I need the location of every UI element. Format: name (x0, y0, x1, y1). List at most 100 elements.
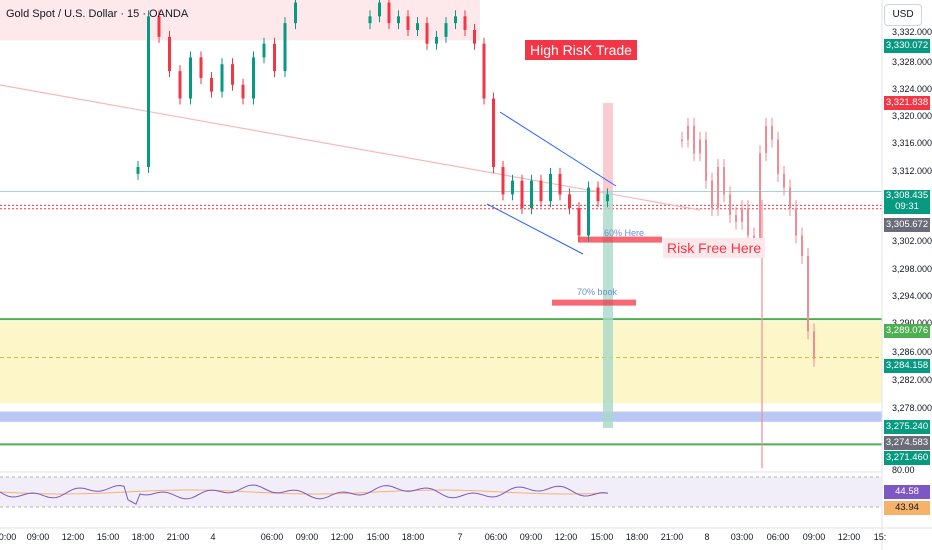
price-tick: 3,298.000 (892, 264, 932, 274)
sixty-target-bar (578, 236, 662, 243)
candle (147, 16, 150, 167)
candle (397, 16, 400, 24)
demand-zone (0, 321, 882, 404)
faded-candle (681, 139, 683, 142)
channel-lower (486, 203, 584, 255)
faded-candle (729, 194, 731, 215)
faded-candle (717, 167, 719, 209)
candle (473, 30, 476, 44)
candle (444, 23, 448, 37)
candle (596, 187, 600, 202)
price-tick: 3,328.000 (892, 57, 932, 67)
blue-zone (0, 411, 882, 422)
faded-candle (765, 125, 767, 154)
time-tick: 4 (210, 532, 216, 542)
price-tick: 3,286.000 (892, 347, 932, 357)
price-tick: 3,282.000 (892, 375, 932, 385)
price-tag: 3,289.076 (884, 324, 930, 338)
price-tag: 3,321.838 (884, 96, 930, 110)
candle (189, 57, 192, 99)
candle (168, 36, 171, 72)
faded-candle (789, 187, 791, 209)
price-tag: 3,275.240 (884, 420, 930, 434)
time-tick: 09:00 (802, 532, 826, 542)
candle (262, 43, 266, 58)
price-tag: 3,284.158 (884, 359, 930, 373)
symbol-title: Gold Spot / U.S. Dollar · 15 · OANDA (6, 8, 189, 20)
price-tick: 3,294.000 (892, 291, 932, 301)
faded-candle (735, 214, 737, 222)
candle (568, 194, 571, 209)
price-tag: 3,271.460 (884, 451, 930, 465)
time-tick: 12:00 (61, 532, 85, 542)
time-tick: 20:00 (0, 532, 17, 542)
candle (241, 84, 245, 99)
high-risk-label: High RisK Trade (525, 40, 637, 60)
reward-box (603, 191, 613, 428)
faded-candle (759, 153, 761, 250)
price-tick: 3,332.000 (892, 27, 932, 37)
candle (378, 2, 381, 17)
candle (520, 180, 524, 209)
faded-candle (699, 139, 701, 154)
price-tag: 3,305.672 (884, 218, 930, 232)
price-tick: 3,312.000 (892, 166, 932, 176)
time-tick: 09:00 (519, 532, 543, 542)
price-tick: 3,320.000 (892, 111, 932, 121)
currency-button[interactable]: USD (884, 4, 922, 26)
faded-candle (741, 208, 743, 222)
time-tick: 18:00 (131, 532, 155, 542)
time-tick: 21:00 (166, 532, 190, 542)
candle (435, 36, 438, 44)
faded-candle (801, 235, 803, 257)
time-tick: 12:00 (554, 532, 578, 542)
faded-candle (723, 167, 725, 195)
faded-candle (807, 256, 809, 332)
candle (549, 173, 552, 202)
candle (587, 187, 590, 236)
candle (501, 167, 505, 195)
rsi-band (0, 477, 882, 507)
faded-candle (813, 331, 815, 359)
candle (539, 180, 543, 202)
candle (157, 16, 161, 37)
time-tick: 09:00 (295, 532, 319, 542)
time-tick: 15:00 (366, 532, 390, 542)
time-tick: 03:00 (730, 532, 754, 542)
sixty-percent-label: 60% Here (604, 228, 645, 238)
time-tick: 15:00 (590, 532, 614, 542)
candle (283, 23, 287, 72)
candle (558, 173, 562, 195)
rsi-tag: 44.58 (884, 485, 930, 499)
candle (577, 208, 581, 236)
candle (492, 98, 495, 167)
candle (252, 57, 255, 99)
time-tick: 06:00 (766, 532, 790, 542)
candle (511, 180, 514, 195)
faded-candle (687, 125, 689, 140)
candle (178, 71, 182, 99)
faded-candle (693, 125, 695, 154)
faded-candle (711, 180, 713, 209)
faded-candle (795, 208, 797, 236)
rsi-ma-line (0, 489, 609, 495)
rsi-line (0, 484, 609, 505)
price-tag: 3,274.583 (884, 436, 930, 450)
faded-candle (783, 173, 785, 188)
candle (530, 180, 533, 209)
rsi-ma-tag: 43.94 (884, 501, 930, 515)
faded-candle (747, 208, 749, 236)
candle (482, 43, 486, 99)
candle (606, 194, 609, 202)
trend-line (0, 84, 701, 211)
price-tag: 3,330.072 (884, 39, 930, 53)
candle (294, 2, 297, 24)
candle (406, 16, 410, 30)
faded-candle (705, 139, 707, 181)
candle (463, 16, 467, 30)
faded-candle (771, 125, 773, 140)
time-tick: 8 (704, 532, 710, 542)
time-tick: 18:00 (401, 532, 425, 542)
candle (220, 64, 224, 92)
